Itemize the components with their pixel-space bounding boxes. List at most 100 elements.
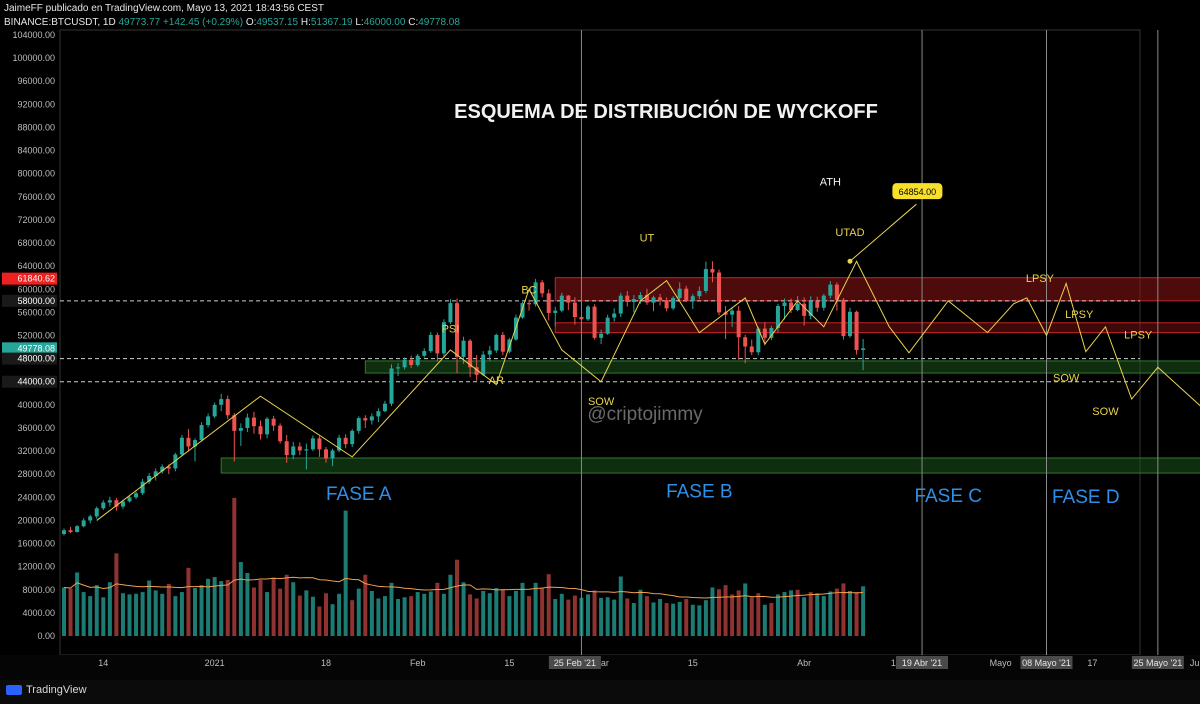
candle-body [245, 417, 250, 428]
wyckoff-label-lpsy: LPSY [1026, 273, 1055, 285]
x-tick-label: 18 [321, 658, 331, 668]
volume-bar [775, 594, 780, 636]
candle-body [310, 438, 315, 450]
phase-label: FASE D [1052, 487, 1120, 508]
volume-bar [428, 591, 433, 636]
volume-bar [559, 593, 564, 636]
x-tick-label: 17 [1087, 658, 1097, 668]
volume-bar [664, 603, 669, 636]
volume-bar [455, 559, 459, 636]
volume-bar [396, 599, 401, 636]
volume-bar [304, 590, 309, 636]
symbol-label: BINANCE:BTCUSDT, 1D [4, 17, 116, 28]
volume-bar [422, 593, 427, 636]
price-badge-label: 44000.00 [17, 377, 55, 387]
volume-bar [795, 589, 800, 636]
publish-line: JaimeFF publicado en TradingView.com, Ma… [4, 3, 324, 14]
volume-bar [238, 562, 243, 636]
volume-bar [120, 593, 125, 636]
volume-bar [553, 599, 558, 636]
volume-bar [107, 582, 112, 636]
date-badge [1131, 656, 1184, 669]
zone-support2 [220, 457, 1200, 474]
price-chart[interactable]: 64854.00 PSI BC AR SOW UT UTAD ATH LPSY LPSY LPSY S… [0, 0, 1200, 680]
candle-body [664, 300, 669, 309]
date-badge-label: 25 Feb '21 [554, 658, 596, 668]
candle-body [749, 346, 754, 353]
volume-bar [631, 603, 636, 636]
volume-bar [730, 594, 735, 636]
date-badge-label: 08 Mayo '21 [1022, 658, 1071, 668]
low-label: L: [355, 17, 364, 28]
volume-bar [245, 573, 250, 636]
candle-body [461, 340, 466, 357]
volume-bar [690, 604, 695, 636]
volume-bar [101, 597, 106, 636]
candle-body [651, 297, 656, 303]
candle-body [225, 399, 230, 416]
candle-body [487, 350, 492, 355]
volume-bar [638, 589, 643, 636]
candle-body [284, 441, 289, 456]
candle-body [730, 310, 735, 315]
tradingview-logo[interactable]: TradingView [6, 684, 87, 696]
candle-body [828, 284, 833, 296]
price-badge [2, 294, 57, 307]
candle-body [271, 418, 276, 426]
candle-body [219, 399, 224, 405]
volume-bar [389, 582, 394, 636]
candle-body [94, 508, 99, 517]
volume-bar [527, 596, 532, 636]
candle-body [703, 269, 708, 292]
candle-body [304, 449, 309, 451]
candle-body [861, 348, 866, 350]
y-tick-label: 76000.00 [17, 192, 55, 202]
candle-body [638, 295, 643, 300]
candle-body [743, 337, 748, 347]
price-badge [2, 272, 57, 285]
high-label: H: [300, 17, 311, 28]
price-badge-label: 58000.00 [17, 296, 55, 306]
volume-bar [343, 510, 348, 636]
candle-body [343, 437, 348, 445]
volume-bar [834, 588, 839, 636]
candle-body [455, 303, 459, 357]
candle-body [297, 446, 302, 451]
y-tick-label: 0.00 [37, 631, 55, 641]
candle-body [769, 327, 774, 338]
candle-body [736, 310, 741, 338]
open-value: 49537.15 [256, 17, 299, 28]
volume-bar [572, 595, 577, 636]
x-tick-label: 15 [891, 658, 901, 668]
plot-area [59, 29, 1141, 656]
volume-bar [310, 596, 315, 636]
volume-bar [225, 579, 230, 636]
volume-bar [520, 582, 525, 636]
candle-body [631, 299, 636, 302]
candle-body [625, 295, 630, 302]
y-tick-label: 60000.00 [17, 284, 55, 294]
volume-bar [258, 579, 263, 636]
candle-body [62, 530, 66, 535]
volume-bar [684, 599, 689, 636]
footer-bar [0, 680, 1200, 704]
candle-body [533, 282, 538, 305]
close-value: 49778.08 [418, 17, 460, 28]
candle-body [802, 303, 807, 316]
volume-bar [291, 582, 296, 636]
date-badge [1020, 656, 1073, 669]
candle-body [107, 500, 112, 503]
candle-body [389, 368, 394, 404]
volume-bar [671, 603, 676, 636]
candle-body [559, 295, 564, 311]
volume-bar [409, 596, 414, 636]
ath-callout-line [849, 203, 917, 262]
volume-bar [297, 595, 302, 636]
last-price: 49773.77 [118, 17, 161, 28]
volume-bar [278, 588, 283, 636]
volume-bar [81, 592, 86, 636]
volume-bar [166, 583, 171, 636]
volume-bar [756, 593, 761, 636]
x-tick-label: Feb [410, 658, 426, 668]
volume-bar [330, 604, 335, 636]
